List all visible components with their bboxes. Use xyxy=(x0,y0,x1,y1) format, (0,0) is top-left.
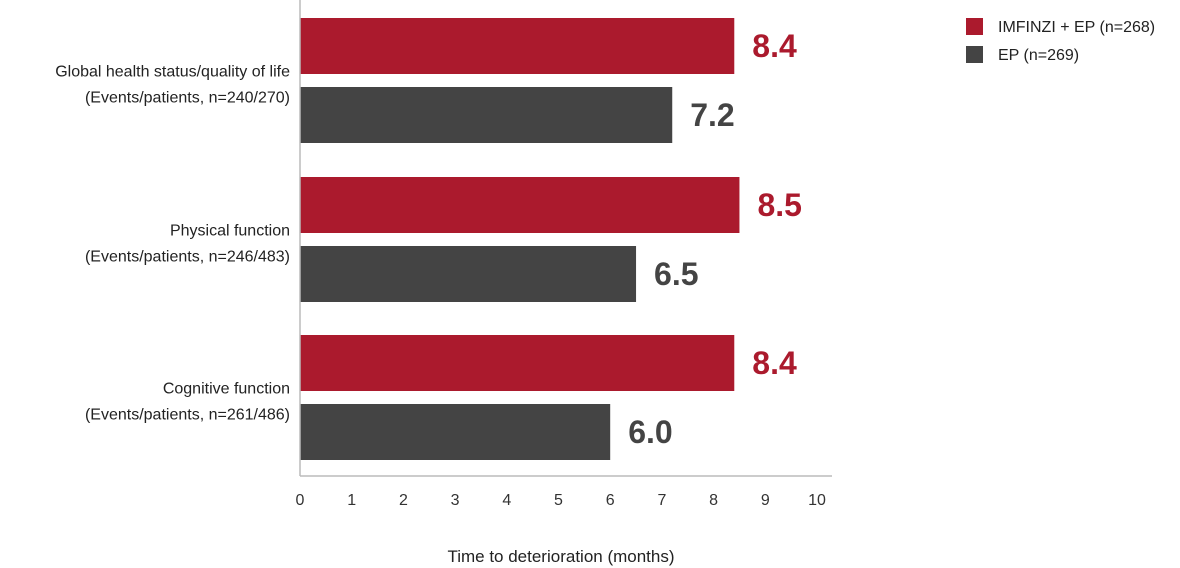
value-label-ep-0: 7.2 xyxy=(690,97,734,133)
legend-swatch-ep xyxy=(966,46,983,63)
bar-imfinzi-ep-1 xyxy=(300,177,740,233)
value-labels-layer: 8.4 7.2 8.5 6.5 8.4 6.0 xyxy=(628,28,802,450)
x-tick-label-3: 3 xyxy=(451,492,460,509)
category-labels-layer: Global health status/quality of life (Eve… xyxy=(55,64,290,424)
legend-label-ep: EP (n=269) xyxy=(998,47,1079,64)
bar-imfinzi-ep-0 xyxy=(300,18,735,74)
value-label-ep-1: 6.5 xyxy=(654,256,698,292)
bar-ep-2 xyxy=(300,404,611,460)
x-tick-label-4: 4 xyxy=(502,492,511,509)
bar-ep-0 xyxy=(300,87,673,143)
bars-layer xyxy=(300,18,740,460)
x-ticks-layer: 0 1 2 3 4 5 6 7 8 9 10 xyxy=(296,492,826,509)
value-label-imfinzi-ep-0: 8.4 xyxy=(752,28,797,64)
legend: IMFINZI + EP (n=268) EP (n=269) xyxy=(966,18,1155,64)
category-label-2: Cognitive function xyxy=(163,381,290,398)
bar-ep-1 xyxy=(300,246,637,302)
legend-swatch-imfinzi-ep xyxy=(966,18,983,35)
legend-label-imfinzi-ep: IMFINZI + EP (n=268) xyxy=(998,19,1155,36)
x-tick-label-2: 2 xyxy=(399,492,408,509)
x-tick-label-8: 8 xyxy=(709,492,718,509)
x-tick-label-5: 5 xyxy=(554,492,563,509)
category-detail-label-2: (Events/patients, n=261/486) xyxy=(85,407,290,424)
x-tick-label-6: 6 xyxy=(606,492,615,509)
x-tick-label-1: 1 xyxy=(347,492,356,509)
value-label-ep-2: 6.0 xyxy=(628,414,672,450)
value-label-imfinzi-ep-2: 8.4 xyxy=(752,345,797,381)
x-tick-label-7: 7 xyxy=(657,492,666,509)
value-label-imfinzi-ep-1: 8.5 xyxy=(757,187,801,223)
x-tick-label-0: 0 xyxy=(296,492,305,509)
x-tick-label-9: 9 xyxy=(761,492,770,509)
x-axis-title: Time to deterioration (months) xyxy=(447,547,674,566)
category-label-0: Global health status/quality of life xyxy=(55,64,290,81)
category-detail-label-0: (Events/patients, n=240/270) xyxy=(85,90,290,107)
bar-imfinzi-ep-2 xyxy=(300,335,735,391)
category-detail-label-1: (Events/patients, n=246/483) xyxy=(85,249,290,266)
x-tick-label-10: 10 xyxy=(808,492,826,509)
category-label-1: Physical function xyxy=(170,223,290,240)
